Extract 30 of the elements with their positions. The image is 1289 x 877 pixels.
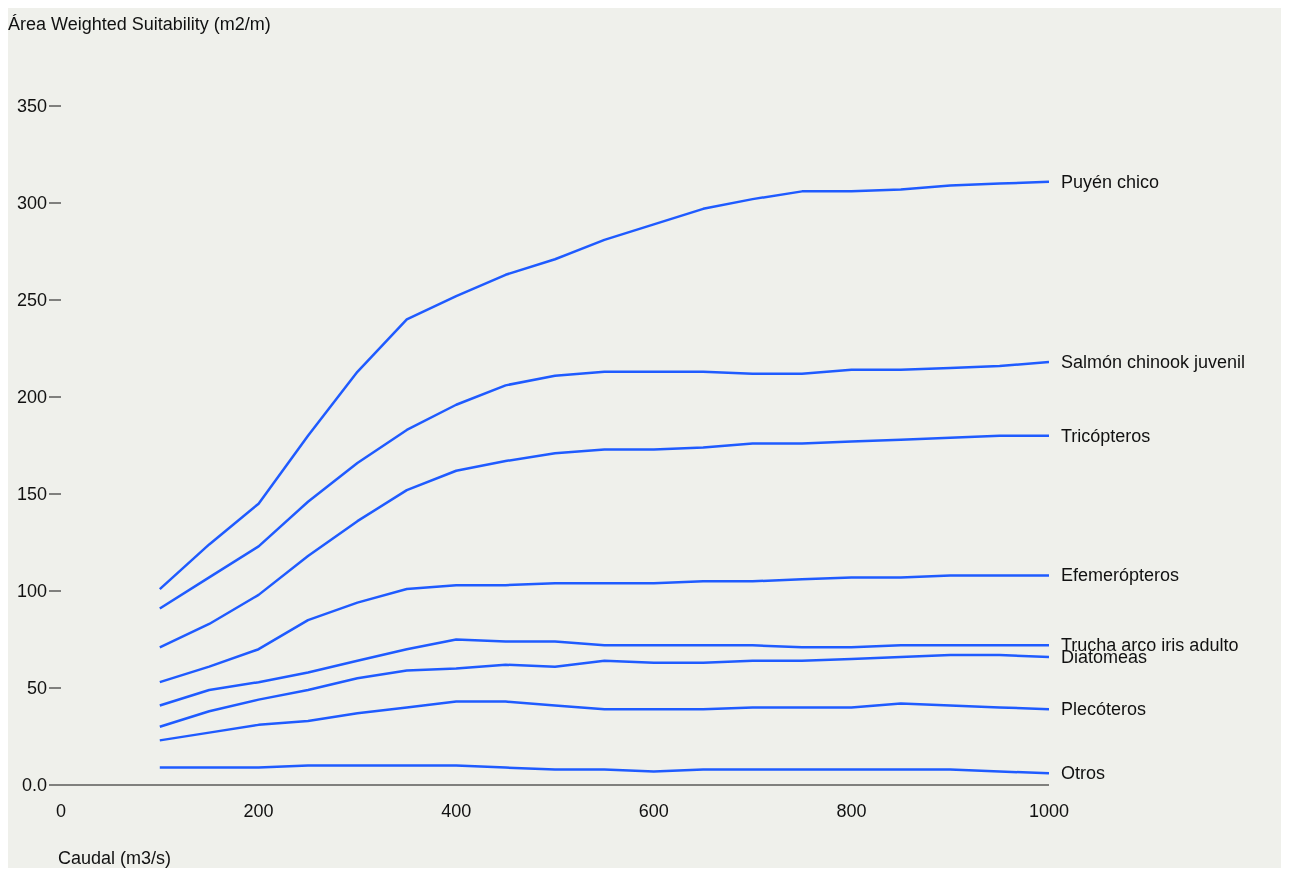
y-tick-label: 100 — [16, 581, 47, 601]
line-series — [158, 700, 1049, 742]
line-series — [158, 764, 1049, 775]
x-tick-label: 800 — [836, 801, 867, 821]
y-tick-label: 50 — [26, 678, 47, 698]
y-axis-title: Área Weighted Suitability (m2/m) — [8, 14, 271, 35]
y-tick-label: 300 — [16, 193, 47, 213]
y-tick-label: 350 — [16, 96, 47, 116]
line-series — [158, 574, 1049, 684]
series-label: Puyén chico — [1061, 171, 1160, 192]
x-tick-label: 200 — [243, 801, 274, 821]
series-label: Otros — [1061, 763, 1106, 784]
y-tick-label: 150 — [16, 484, 47, 504]
line-series — [158, 360, 1049, 610]
x-tick-label: 0 — [55, 801, 67, 821]
x-axis-title: Caudal (m3/s) — [58, 848, 172, 869]
series-label: Plecóteros — [1061, 699, 1147, 720]
y-tick-label: 200 — [16, 387, 47, 407]
line-series — [158, 434, 1049, 649]
line-series — [158, 180, 1049, 591]
line-series — [158, 638, 1049, 707]
x-tick-label: 1000 — [1028, 801, 1070, 821]
line-series — [158, 653, 1049, 729]
series-label: Efemerópteros — [1061, 565, 1180, 586]
x-tick-label: 400 — [441, 801, 472, 821]
y-tick-label: 0.0 — [21, 775, 47, 795]
x-tick-label: 600 — [638, 801, 669, 821]
y-tick-label: 250 — [16, 290, 47, 310]
series-label: Tricópteros — [1061, 425, 1151, 446]
series-label: Salmón chinook juvenil — [1061, 352, 1246, 373]
